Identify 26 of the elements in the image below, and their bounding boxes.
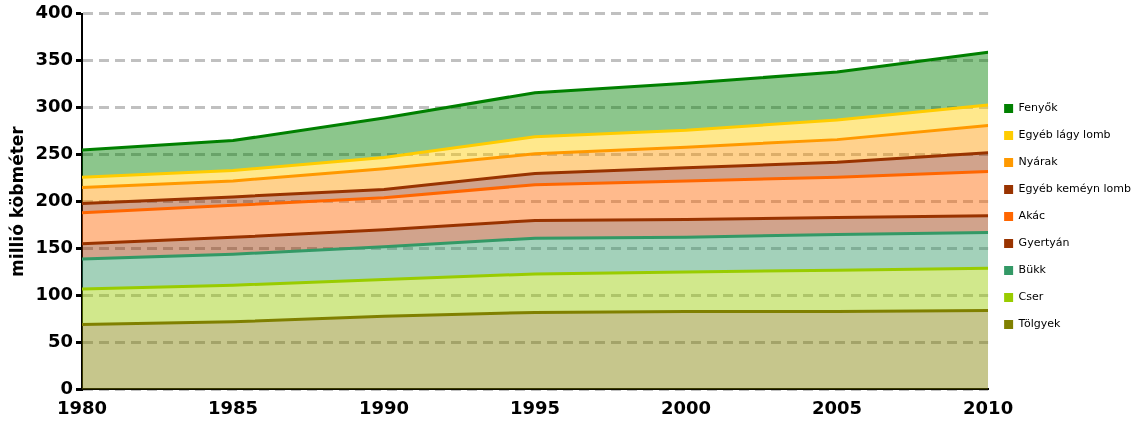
legend-label: Cser <box>1018 290 1044 304</box>
y-tick-label: 400 <box>35 1 73 23</box>
x-tick-label: 1990 <box>358 396 410 418</box>
legend-label: Fenyők <box>1018 101 1059 115</box>
x-tick-label: 1985 <box>207 396 259 418</box>
legend-label: Nyárak <box>1018 155 1059 169</box>
x-tick-label: 1995 <box>509 396 561 418</box>
y-tick-label: 100 <box>35 283 73 305</box>
legend-label: Egyéb keméyn lomb <box>1018 182 1132 196</box>
y-tick-label: 0 <box>60 377 73 399</box>
x-tick-label: 2010 <box>963 396 1014 418</box>
y-tick-label: 150 <box>35 236 73 258</box>
y-tick-label: 350 <box>35 48 73 70</box>
y-axis-title: millió köbméter <box>6 125 27 277</box>
y-tick-label: 300 <box>35 95 73 117</box>
x-tick-label: 2000 <box>661 396 712 418</box>
legend-label: Akác <box>1018 209 1046 223</box>
x-tick-label: 2005 <box>812 396 863 418</box>
legend-label: Egyéb lágy lomb <box>1018 128 1111 142</box>
legend-label: Gyertyán <box>1018 236 1070 250</box>
y-tick-label: 200 <box>35 189 73 211</box>
legend-label: Bükk <box>1018 263 1047 277</box>
y-tick-label: 250 <box>35 142 73 164</box>
y-tick-label: 50 <box>47 330 73 352</box>
x-tick-label: 1980 <box>56 396 108 418</box>
legend-label: Tölgyek <box>1017 317 1061 331</box>
